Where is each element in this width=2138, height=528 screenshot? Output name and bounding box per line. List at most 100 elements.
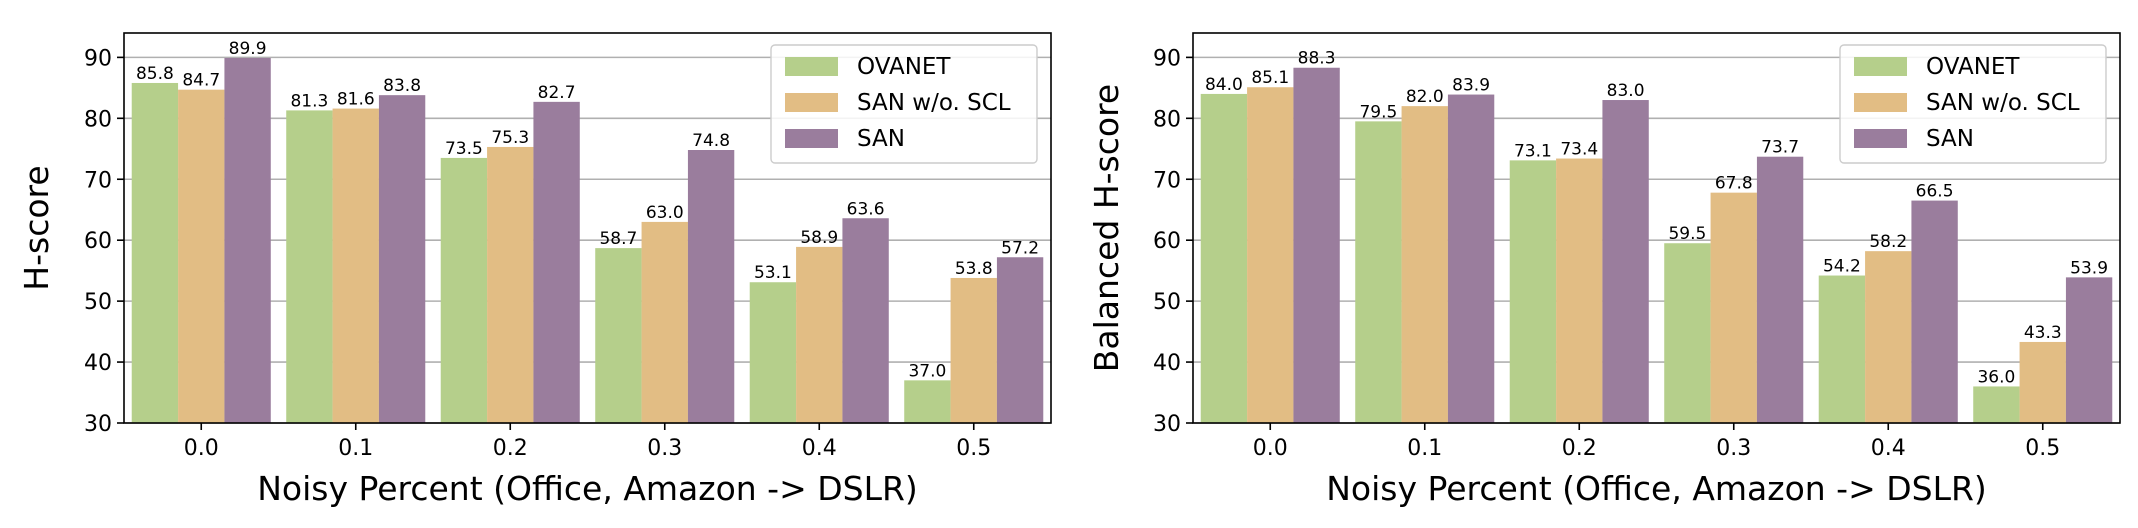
bar-ovanet-0.5 bbox=[1973, 386, 2020, 423]
bar-san-w-o-scl-0.4 bbox=[1865, 251, 1912, 423]
legend-label: SAN bbox=[857, 126, 905, 152]
bar-san-w-o-scl-0.4 bbox=[796, 246, 843, 423]
x-tick-label: 0.5 bbox=[956, 436, 991, 461]
data-label: 58.7 bbox=[599, 229, 637, 249]
data-label: 73.4 bbox=[1560, 140, 1598, 160]
data-label: 67.8 bbox=[1715, 174, 1753, 194]
legend-label: SAN w/o. SCL bbox=[857, 90, 1011, 116]
y-tick-label: 60 bbox=[84, 229, 112, 254]
data-label: 43.3 bbox=[2024, 323, 2062, 343]
bar-san-w-o-scl-0.3 bbox=[1710, 192, 1757, 423]
data-label: 73.1 bbox=[1514, 141, 1552, 161]
bar-san-0.4 bbox=[842, 218, 889, 423]
bar-san-0.5 bbox=[2065, 277, 2113, 423]
x-axis-title: Noisy Percent (Office, Amazon -> DSLR) bbox=[1326, 469, 1987, 508]
data-label: 36.0 bbox=[1977, 367, 2015, 387]
data-label: 75.3 bbox=[491, 128, 529, 148]
bar-san-0.3 bbox=[687, 150, 735, 423]
legend-label: SAN bbox=[1926, 126, 1974, 152]
legend-swatch bbox=[785, 129, 838, 148]
bar-san-0.1 bbox=[1447, 94, 1495, 423]
legend-swatch bbox=[1854, 129, 1907, 148]
bar-ovanet-0.3 bbox=[1664, 243, 1711, 423]
y-tick-label: 40 bbox=[84, 351, 112, 376]
y-tick-label: 60 bbox=[1153, 229, 1181, 254]
data-label: 63.0 bbox=[646, 203, 684, 223]
bar-ovanet-0.2 bbox=[1509, 160, 1557, 423]
bar-san-0.1 bbox=[378, 95, 426, 423]
y-tick-label: 50 bbox=[84, 290, 112, 315]
legend-swatch bbox=[1854, 93, 1907, 112]
bar-san-w-o-scl-0.5 bbox=[2019, 341, 2066, 423]
bar-san-0.0 bbox=[224, 57, 271, 423]
balanced-h-score-chart: 84.0 79.5 73.1 59.5 54.2 36.0 85.1 82.0 73.4 67.8… bbox=[1087, 32, 2121, 508]
y-tick-label: 30 bbox=[84, 412, 112, 437]
x-tick-label: 0.4 bbox=[1871, 436, 1906, 461]
data-label: 88.3 bbox=[1298, 49, 1336, 69]
data-label: 73.7 bbox=[1761, 138, 1799, 158]
data-label: 37.0 bbox=[908, 361, 946, 381]
bar-ovanet-0.4 bbox=[1818, 275, 1866, 423]
data-label: 63.6 bbox=[847, 199, 885, 219]
data-label: 83.8 bbox=[383, 76, 421, 96]
bar-ovanet-0.1 bbox=[286, 110, 333, 423]
bar-san-0.2 bbox=[1602, 100, 1649, 423]
data-label: 53.8 bbox=[955, 259, 993, 279]
y-tick-label: 80 bbox=[1153, 107, 1181, 132]
y-axis-title: Balanced H-score bbox=[1087, 84, 1126, 372]
bar-san-w-o-scl-0.5 bbox=[950, 277, 997, 423]
bar-ovanet-0.1 bbox=[1355, 121, 1402, 423]
data-label: 82.0 bbox=[1406, 87, 1444, 107]
bar-ovanet-0.3 bbox=[595, 248, 642, 423]
data-label: 85.1 bbox=[1251, 68, 1289, 88]
plot-frame bbox=[1192, 32, 2121, 424]
x-tick-label: 0.4 bbox=[802, 436, 837, 461]
y-tick-label: 50 bbox=[1153, 290, 1181, 315]
data-label: 81.3 bbox=[290, 91, 328, 111]
data-label: 84.0 bbox=[1205, 75, 1243, 95]
plot-frame bbox=[123, 32, 1052, 424]
y-tick-label: 90 bbox=[84, 46, 112, 71]
legend-swatch bbox=[1854, 57, 1907, 76]
data-label: 82.7 bbox=[538, 83, 576, 103]
data-label: 83.0 bbox=[1607, 81, 1645, 101]
data-label: 58.9 bbox=[800, 228, 838, 248]
bar-san-w-o-scl-0.3 bbox=[641, 221, 688, 423]
bar-san-0.0 bbox=[1293, 67, 1340, 423]
bar-ovanet-0.4 bbox=[749, 282, 797, 423]
x-tick-label: 0.0 bbox=[184, 436, 219, 461]
x-tick-label: 0.2 bbox=[493, 436, 528, 461]
data-label: 84.7 bbox=[182, 71, 220, 91]
data-label: 66.5 bbox=[1916, 182, 1954, 202]
data-label: 74.8 bbox=[692, 131, 730, 151]
bar-san-w-o-scl-0.0 bbox=[1247, 87, 1294, 423]
y-tick-label: 70 bbox=[1153, 168, 1181, 193]
legend-label: SAN w/o. SCL bbox=[1926, 90, 2080, 116]
bar-san-0.5 bbox=[996, 257, 1044, 423]
x-tick-label: 0.1 bbox=[1407, 436, 1442, 461]
bar-ovanet-0.0 bbox=[1200, 93, 1248, 423]
data-label: 54.2 bbox=[1823, 257, 1861, 277]
bar-san-w-o-scl-0.2 bbox=[487, 146, 534, 423]
data-label: 59.5 bbox=[1668, 224, 1706, 244]
bar-ovanet-0.2 bbox=[440, 157, 488, 423]
y-tick-label: 90 bbox=[1153, 46, 1181, 71]
y-axis-title: H-score bbox=[17, 165, 56, 290]
bar-ovanet-0.5 bbox=[904, 380, 951, 423]
legend: OVANET SAN w/o. SCL SAN bbox=[1839, 44, 2107, 164]
bar-ovanet-0.0 bbox=[131, 82, 179, 423]
x-tick-label: 0.0 bbox=[1253, 436, 1288, 461]
y-tick-label: 40 bbox=[1153, 351, 1181, 376]
data-label: 85.8 bbox=[136, 64, 174, 84]
data-label: 53.9 bbox=[2070, 258, 2108, 278]
bar-san-w-o-scl-0.2 bbox=[1556, 158, 1603, 423]
legend-label: OVANET bbox=[1926, 54, 2020, 80]
data-label: 58.2 bbox=[1869, 232, 1907, 252]
y-tick-label: 80 bbox=[84, 107, 112, 132]
data-label: 57.2 bbox=[1001, 238, 1039, 258]
y-tick-label: 30 bbox=[1153, 412, 1181, 437]
legend-swatch bbox=[785, 57, 838, 76]
y-tick-label: 70 bbox=[84, 168, 112, 193]
bar-san-0.2 bbox=[533, 101, 580, 423]
